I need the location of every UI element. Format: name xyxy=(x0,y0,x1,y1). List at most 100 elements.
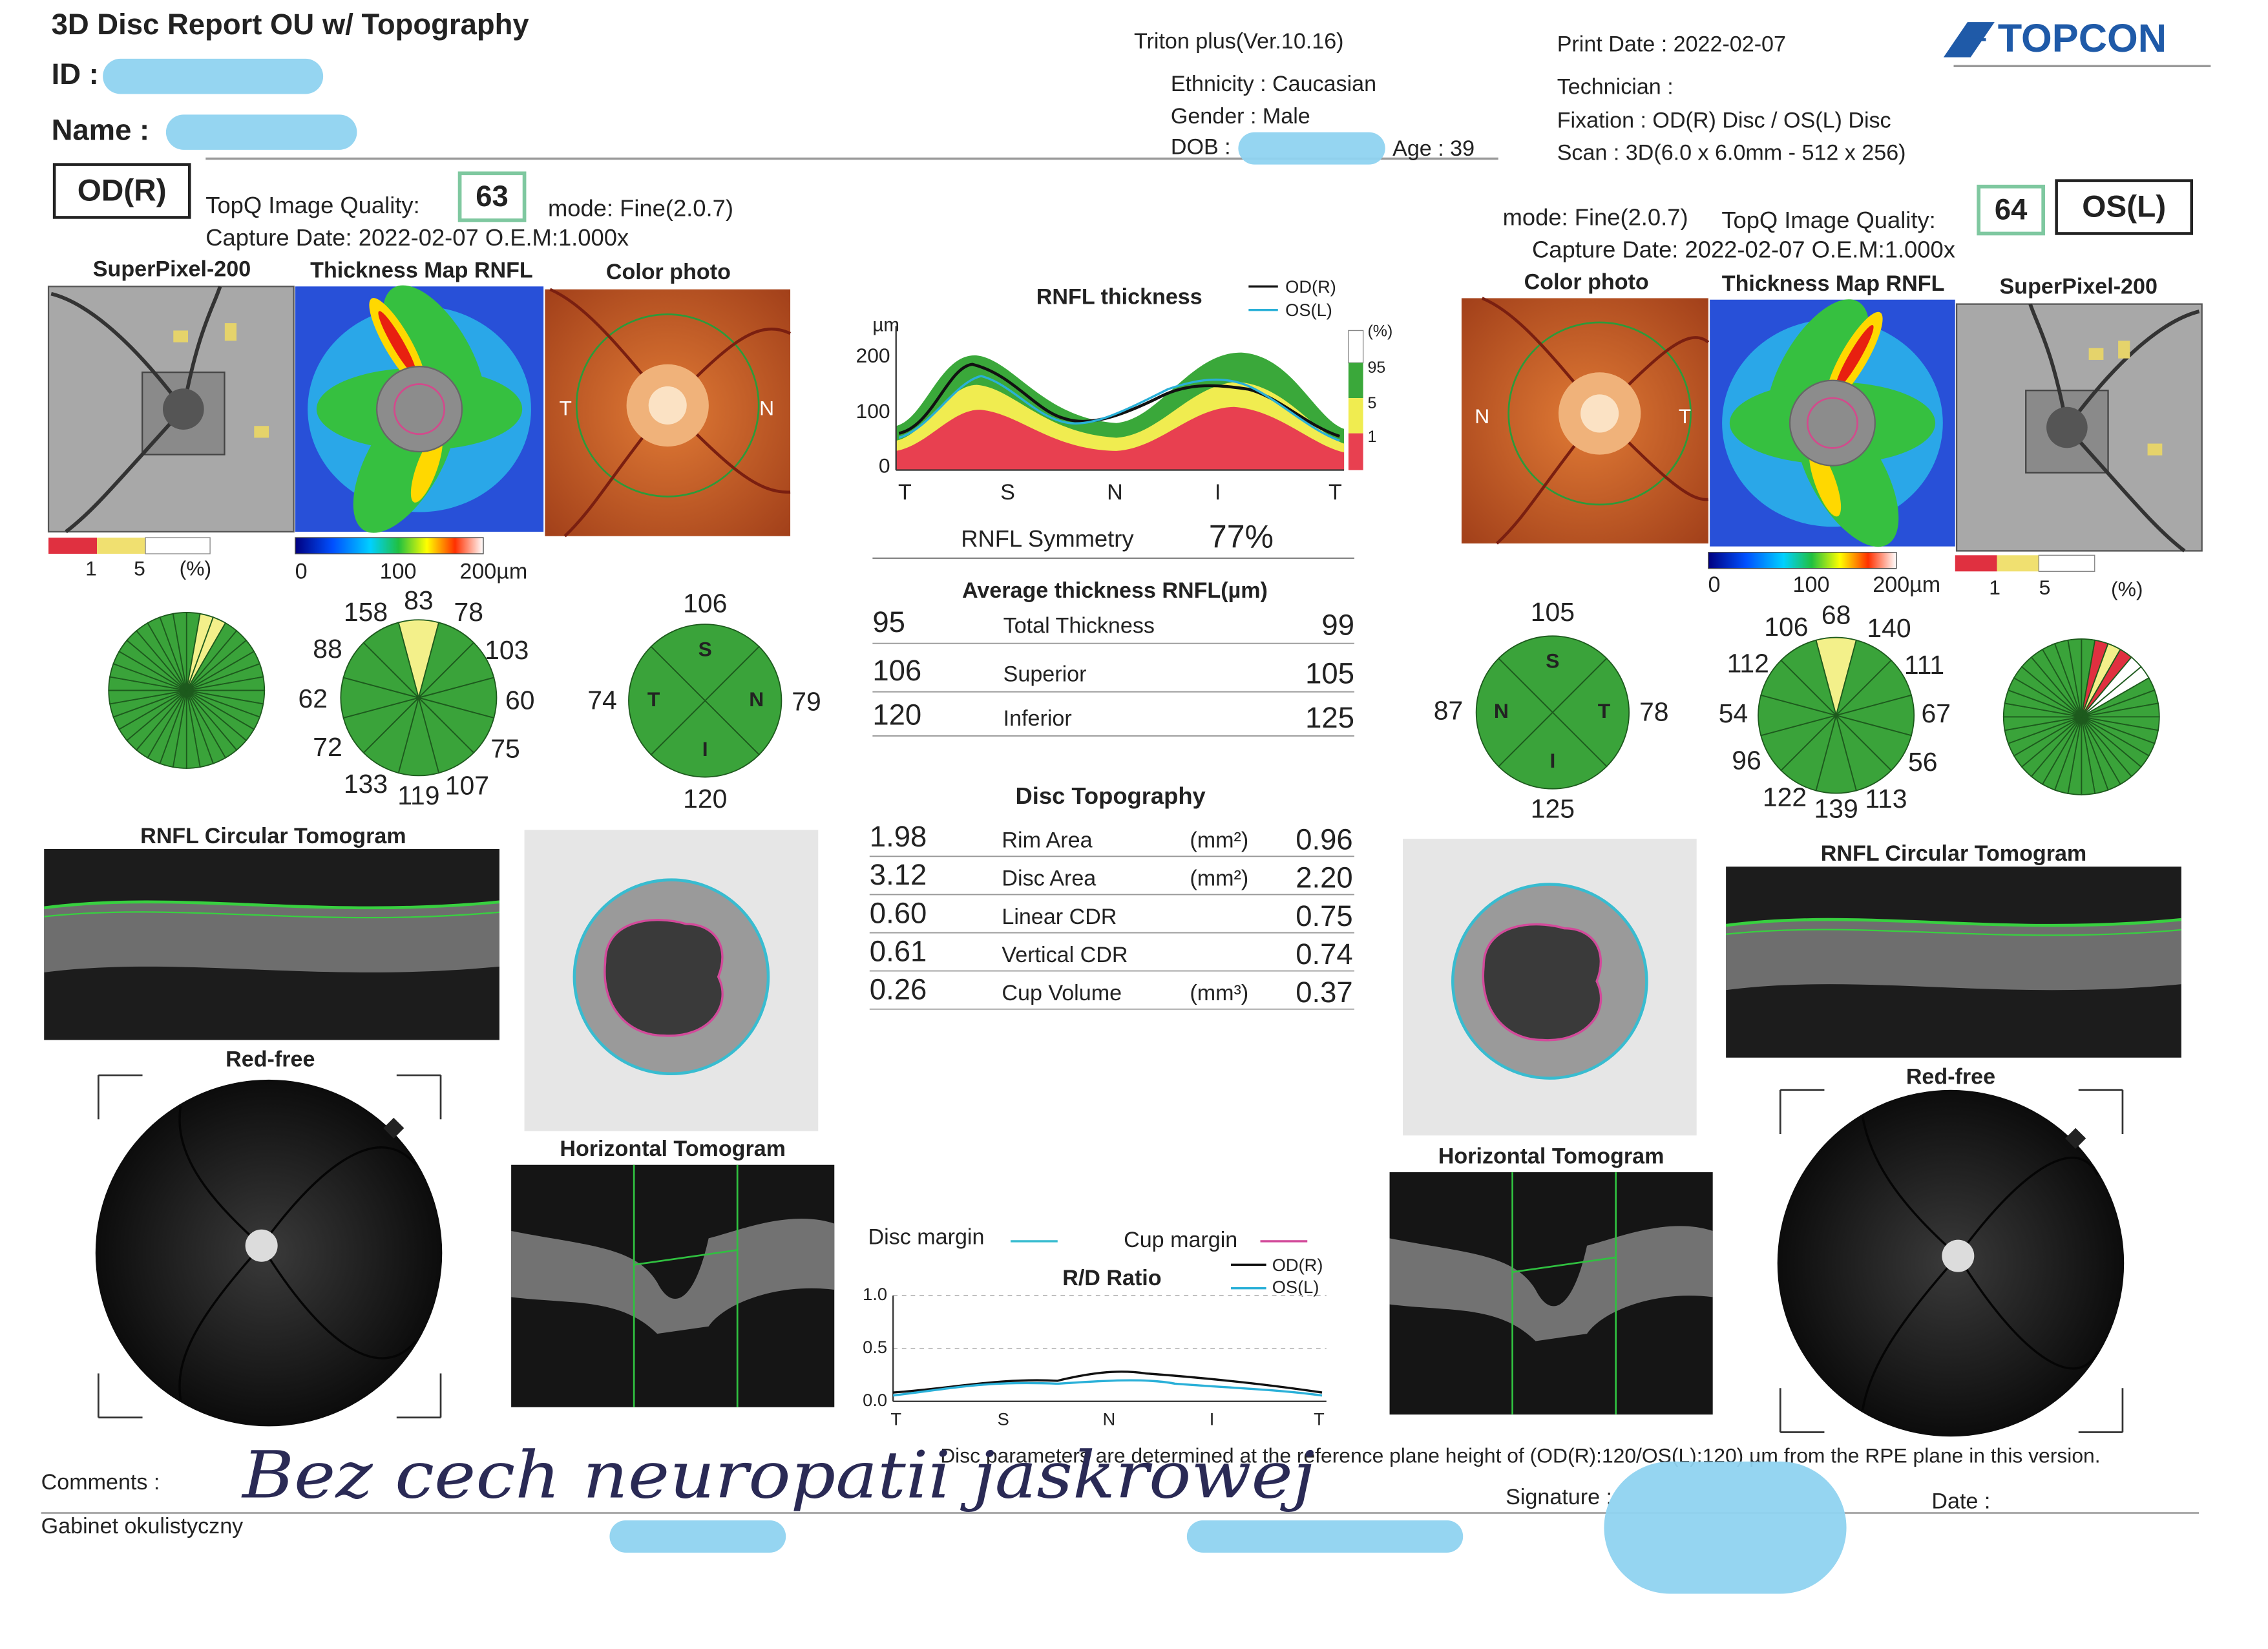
image-label: Color photo xyxy=(606,260,731,284)
legend-label: OD(R) xyxy=(1272,1255,1323,1275)
optic-cup xyxy=(1580,394,1619,433)
row-label: Superior xyxy=(1003,662,1087,687)
x-tick-label: T xyxy=(898,480,912,505)
dob-label: DOB : xyxy=(1171,135,1231,160)
clock-value: 139 xyxy=(1814,794,1858,824)
signature-label: Signature : xyxy=(1506,1485,1612,1509)
x-tick-label: N xyxy=(1103,1409,1116,1429)
quadrant-value: 106 xyxy=(683,588,727,618)
os-value: 99 xyxy=(1321,609,1354,642)
quality-label: TopQ Image Quality: xyxy=(205,192,419,218)
pie-sector xyxy=(650,624,761,702)
percentile-bar xyxy=(1348,362,1363,399)
superpixel-flag xyxy=(2088,348,2104,360)
os-ratio-curve xyxy=(892,1379,1323,1397)
clock-value: 107 xyxy=(445,770,489,800)
superpixel-scale xyxy=(145,537,211,554)
superpixel-flag xyxy=(224,323,237,341)
vessel xyxy=(1861,1116,2099,1411)
notch xyxy=(383,1117,404,1139)
retina-band xyxy=(1389,1226,1713,1341)
handwritten-comment: Bez cech neuropatii jaskrowej xyxy=(241,1437,1315,1513)
pie-sector xyxy=(1498,711,1608,790)
superpixel-scale xyxy=(1955,555,1997,572)
date-label: Date : xyxy=(1931,1489,1990,1514)
id-label: ID : xyxy=(52,58,99,90)
retina-band xyxy=(44,901,499,972)
superpixel-scale-label: 5 xyxy=(2039,576,2051,599)
age: Age : 39 xyxy=(1392,136,1475,161)
red-free-label: Red-free xyxy=(226,1047,315,1071)
od-value: 0.26 xyxy=(870,972,927,1005)
legend-label: OD(R) xyxy=(1285,277,1336,297)
image-label: SuperPixel-200 xyxy=(2000,275,2158,299)
vessel xyxy=(1481,297,1710,545)
x-tick-label: N xyxy=(1107,480,1123,505)
clock-value: 78 xyxy=(454,597,483,627)
cup-margin xyxy=(1482,923,1602,1042)
vessel xyxy=(2028,303,2200,552)
quadrant-letter: T xyxy=(1598,699,1611,722)
reference-line xyxy=(1512,1256,1616,1274)
technician: Technician : xyxy=(1557,74,1674,99)
thickness-scale-label: 200µm xyxy=(1873,572,1940,597)
y-tick-label: 0.0 xyxy=(863,1390,887,1410)
y-tick-label: 0.5 xyxy=(863,1337,887,1357)
percentile-bar xyxy=(1348,433,1363,470)
scan: Scan : 3D(6.0 x 6.0mm - 512 x 256) xyxy=(1557,141,1906,165)
y-tick-label: 0 xyxy=(879,454,890,477)
image-label: SuperPixel-200 xyxy=(93,257,251,281)
rnfl-boundary xyxy=(43,900,500,910)
clock-value: 88 xyxy=(313,634,342,664)
percentile-label: 5 xyxy=(1367,394,1376,412)
clock-value: 112 xyxy=(1727,649,1769,678)
reference-line xyxy=(633,1249,738,1266)
unit-label: (mm²) xyxy=(1190,828,1248,853)
symmetry-value: 77% xyxy=(1209,519,1274,555)
clock-value: 158 xyxy=(344,597,388,627)
superpixel-flag xyxy=(254,426,269,438)
clock-value: 75 xyxy=(490,733,520,763)
logo-mark xyxy=(1943,22,1995,58)
mode: mode: Fine(2.0.7) xyxy=(1503,204,1688,230)
redaction xyxy=(1604,1461,1847,1594)
x-tick-label: S xyxy=(1000,480,1015,505)
eye-label: OD(R) xyxy=(78,173,167,207)
thickness-hot xyxy=(378,311,417,375)
clock-value: 62 xyxy=(298,684,328,713)
od-ratio-curve xyxy=(893,1371,1323,1394)
pie-sector xyxy=(1551,657,1630,768)
band-low xyxy=(896,406,1345,470)
clock-value: 68 xyxy=(1822,600,1851,630)
report-title: 3D Disc Report OU w/ Topography xyxy=(52,8,530,41)
image-label: Thickness Map RNFL xyxy=(310,258,533,283)
clock-value: 140 xyxy=(1867,613,1911,643)
photo-side-label: N xyxy=(759,397,774,420)
clock-value: 111 xyxy=(1904,650,1944,680)
thickness-hot xyxy=(410,433,443,503)
y-tick-label: 100 xyxy=(856,399,890,423)
image-label: Thickness Map RNFL xyxy=(1722,271,1945,296)
clock-value: 67 xyxy=(1921,698,1951,728)
pie-sector xyxy=(1475,657,1554,768)
redaction xyxy=(1238,132,1385,165)
notch xyxy=(2065,1128,2086,1149)
quality-value: 63 xyxy=(476,180,509,213)
optic-cup xyxy=(648,386,687,425)
os-value: 0.75 xyxy=(1296,899,1352,932)
unit-label: (mm²) xyxy=(1190,867,1248,891)
axis-unit: µm xyxy=(872,314,899,335)
redaction xyxy=(1186,1520,1464,1553)
od-value: 3.12 xyxy=(870,858,927,891)
row-label: Linear CDR xyxy=(1002,905,1117,929)
eye-box xyxy=(2055,179,2194,235)
clinic: Gabinet okulistyczny xyxy=(41,1514,244,1539)
clock-value: 60 xyxy=(505,685,535,715)
footnote: Disc parameters are determined at the re… xyxy=(940,1444,2100,1467)
vessel xyxy=(178,1106,417,1400)
row-label: Vertical CDR xyxy=(1002,943,1128,967)
optic-disc xyxy=(245,1229,278,1262)
optic-disc xyxy=(2046,406,2088,448)
pie-sector xyxy=(2067,638,2083,717)
